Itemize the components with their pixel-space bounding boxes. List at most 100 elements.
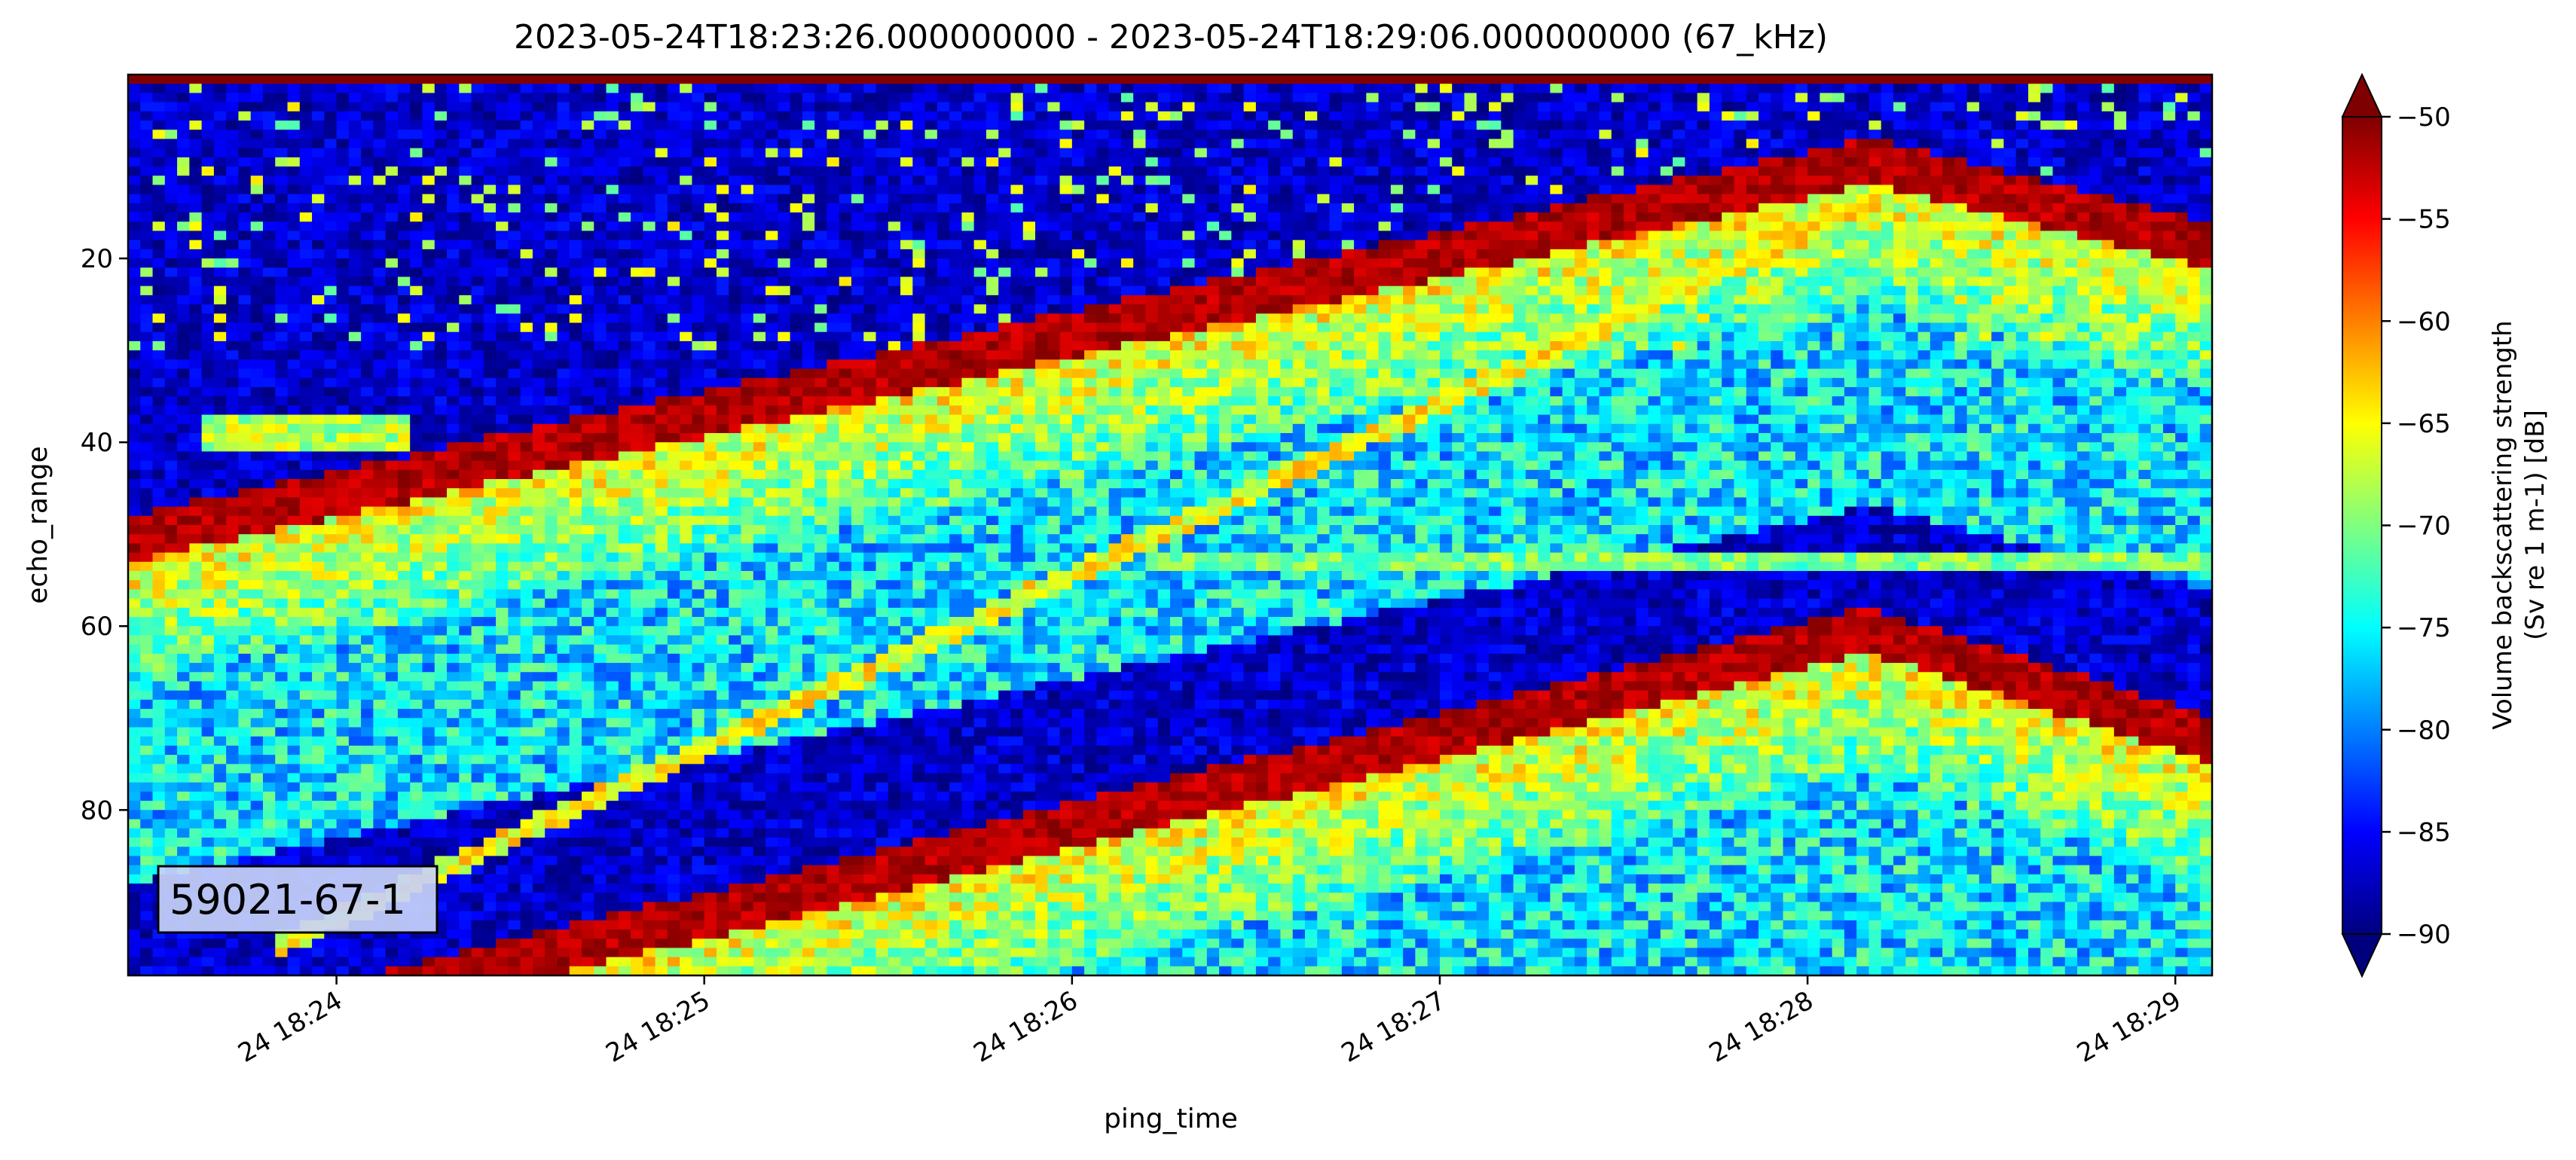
heatmap-cell <box>594 635 607 646</box>
heatmap-cell <box>729 230 742 241</box>
heatmap-cell <box>189 948 203 958</box>
heatmap-cell <box>704 488 717 498</box>
heatmap-cell <box>152 773 166 783</box>
heatmap-cell <box>655 598 668 609</box>
heatmap-cell <box>545 856 558 866</box>
heatmap-cell <box>704 782 717 792</box>
heatmap-cell <box>128 893 141 902</box>
heatmap-cell <box>704 598 717 609</box>
heatmap-cell <box>422 653 435 664</box>
heatmap-cell <box>164 93 178 103</box>
heatmap-cell <box>324 810 338 820</box>
heatmap-cell <box>667 249 680 259</box>
heatmap-cell <box>324 653 338 664</box>
heatmap-cell <box>520 331 533 342</box>
heatmap-cell <box>348 755 362 765</box>
heatmap-cell <box>692 111 705 121</box>
heatmap-cell <box>483 185 497 195</box>
heatmap-cell <box>532 819 545 829</box>
heatmap-cell <box>520 386 533 397</box>
heatmap-cell <box>140 176 154 186</box>
heatmap-cell <box>606 148 619 158</box>
heatmap-cell <box>287 764 301 774</box>
heatmap-cell <box>618 966 631 975</box>
heatmap-cell <box>606 460 619 471</box>
heatmap-cell <box>201 340 215 351</box>
heatmap-cell <box>128 276 141 287</box>
heatmap-cell <box>213 84 227 93</box>
heatmap-cell <box>152 543 166 554</box>
heatmap-cell <box>459 948 472 958</box>
heatmap-cell <box>692 745 705 756</box>
heatmap-cell <box>557 828 570 838</box>
heatmap-cell <box>520 488 533 498</box>
heatmap-cell <box>287 368 301 379</box>
heatmap-cell <box>226 543 240 554</box>
heatmap-cell <box>459 819 472 829</box>
heatmap-cell <box>483 810 497 820</box>
heatmap-cell <box>164 957 178 967</box>
heatmap-cell <box>618 543 631 554</box>
heatmap-cell <box>287 644 301 655</box>
heatmap-cell <box>226 525 240 535</box>
heatmap-cell <box>643 902 656 912</box>
heatmap-cell <box>410 139 423 149</box>
heatmap-cell <box>459 377 472 388</box>
heatmap-cell <box>741 75 754 84</box>
heatmap-cell <box>643 442 656 452</box>
heatmap-cell <box>520 607 533 618</box>
heatmap-cell <box>140 653 154 664</box>
heatmap-cell <box>729 699 742 710</box>
heatmap-cell <box>557 810 570 820</box>
heatmap-cell <box>275 782 289 792</box>
heatmap-cell <box>447 699 460 710</box>
heatmap-cell <box>226 157 240 167</box>
heatmap-cell <box>483 368 497 379</box>
heatmap-cell <box>569 653 582 664</box>
heatmap-cell <box>238 810 252 820</box>
heatmap-cell <box>508 874 521 884</box>
heatmap-cell <box>496 157 509 167</box>
heatmap-cell <box>631 571 643 581</box>
heatmap-cell <box>471 690 484 701</box>
heatmap-cell <box>532 285 545 296</box>
heatmap-cell <box>508 340 521 351</box>
heatmap-cell <box>152 617 166 627</box>
heatmap-cell <box>177 534 190 544</box>
heatmap-cell <box>471 148 484 158</box>
heatmap-cell <box>545 543 558 554</box>
heatmap-cell <box>582 93 594 103</box>
heatmap-cell <box>373 340 387 351</box>
heatmap-cell <box>606 773 619 783</box>
heatmap-cell <box>226 460 240 471</box>
heatmap-cell <box>729 883 742 893</box>
heatmap-cell <box>250 295 264 305</box>
heatmap-cell <box>201 230 215 241</box>
heatmap-cell <box>275 414 289 425</box>
heatmap-cell <box>213 405 227 416</box>
heatmap-cell <box>213 469 227 480</box>
heatmap-cell <box>606 561 619 572</box>
heatmap-cell <box>299 626 313 636</box>
heatmap-cell <box>226 497 240 508</box>
heatmap-cell <box>667 75 680 84</box>
heatmap-cell <box>410 451 423 462</box>
heatmap-cell <box>532 331 545 342</box>
heatmap-cell <box>434 939 448 948</box>
heatmap-cell <box>336 386 350 397</box>
heatmap-cell <box>397 75 411 84</box>
heatmap-cell <box>226 957 240 967</box>
heatmap-cell <box>336 773 350 783</box>
heatmap-cell <box>213 856 227 866</box>
heatmap-cell <box>569 847 582 856</box>
heatmap-cell <box>594 295 607 305</box>
heatmap-cell <box>532 571 545 581</box>
heatmap-cell <box>410 313 423 324</box>
heatmap-cell <box>128 902 141 912</box>
heatmap-cell <box>177 828 190 838</box>
heatmap-cell <box>557 543 570 554</box>
heatmap-cell <box>496 442 509 452</box>
heatmap-cell <box>201 617 215 627</box>
heatmap-cell <box>643 166 656 176</box>
heatmap-cell <box>716 240 729 250</box>
